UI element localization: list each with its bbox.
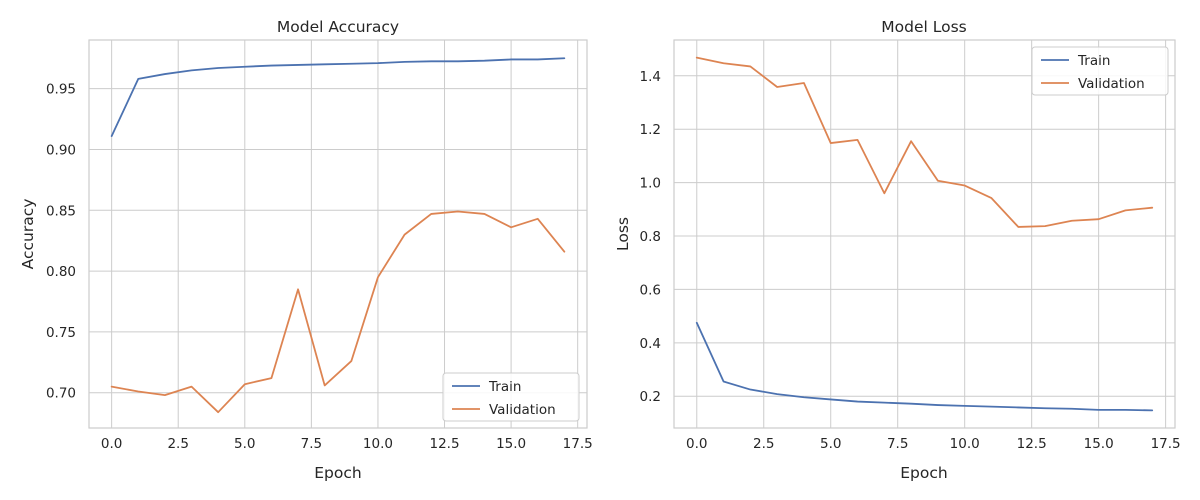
loss-x-tick-label: 7.5: [887, 436, 908, 452]
accuracy-x-tick-label: 0.0: [101, 436, 122, 452]
loss-y-tick-label: 0.4: [640, 336, 661, 352]
loss-x-axis-label: Epoch: [900, 464, 947, 482]
accuracy-y-axis-label: Accuracy: [19, 199, 37, 270]
accuracy-legend-train-label: Train: [488, 379, 521, 395]
accuracy-chart-title: Model Accuracy: [277, 18, 399, 36]
loss-legend-validation-label: Validation: [1078, 76, 1145, 92]
accuracy-legend: Train Validation: [442, 372, 580, 422]
loss-tick-labels: 0.0 2.5 5.0 7.5 10.0 12.5 15.0 17.5 0.2 0.4 0.6 0.8…: [640, 69, 1181, 452]
loss-chart: 0.0 2.5 5.0 7.5 10.0 12.5 15.0 17.5 0.2 0.4 0.6 0.8…: [614, 18, 1181, 482]
accuracy-validation-line: [110, 210, 566, 414]
loss-legend-train-label: Train: [1077, 53, 1110, 69]
loss-x-tick-label: 17.5: [1151, 436, 1181, 452]
loss-chart-title: Model Loss: [881, 18, 966, 36]
accuracy-x-tick-label: 17.5: [563, 436, 593, 452]
loss-y-tick-label: 1.4: [640, 69, 661, 85]
loss-series-layer: [695, 56, 1154, 412]
accuracy-x-axis-label: Epoch: [314, 464, 361, 482]
loss-y-tick-label: 0.6: [640, 282, 661, 298]
loss-y-axis-label: Loss: [614, 217, 632, 251]
accuracy-x-tick-label: 7.5: [301, 436, 322, 452]
loss-plot-frame: [673, 39, 1176, 429]
loss-x-tick-label: 0.0: [686, 436, 707, 452]
accuracy-x-tick-label: 2.5: [167, 436, 188, 452]
accuracy-x-tick-label: 15.0: [496, 436, 526, 452]
loss-x-tick-label: 15.0: [1084, 436, 1114, 452]
loss-validation-line: [695, 56, 1154, 228]
loss-train-line: [695, 321, 1154, 412]
loss-x-tick-label: 12.5: [1017, 436, 1047, 452]
accuracy-gridlines: [89, 40, 587, 428]
accuracy-y-tick-label: 0.70: [46, 386, 76, 402]
accuracy-y-tick-label: 0.95: [46, 82, 76, 98]
accuracy-series-layer: [110, 57, 566, 414]
loss-y-tick-label: 1.2: [640, 122, 661, 138]
loss-x-tick-label: 10.0: [950, 436, 980, 452]
accuracy-train-line: [110, 57, 566, 137]
accuracy-y-tick-label: 0.75: [46, 325, 76, 341]
loss-y-tick-label: 1.0: [640, 176, 661, 192]
loss-y-tick-label: 0.2: [640, 389, 661, 405]
loss-y-tick-label: 0.8: [640, 229, 661, 245]
accuracy-y-tick-label: 0.90: [46, 142, 76, 158]
accuracy-tick-labels: 0.0 2.5 5.0 7.5 10.0 12.5 15.0 17.5 0.70 0.75 0.80…: [46, 82, 593, 452]
loss-x-tick-label: 2.5: [753, 436, 774, 452]
accuracy-y-tick-label: 0.80: [46, 264, 76, 280]
accuracy-plot-frame: [88, 39, 588, 429]
loss-x-tick-label: 5.0: [820, 436, 841, 452]
accuracy-x-tick-label: 10.0: [363, 436, 393, 452]
accuracy-chart: 0.0 2.5 5.0 7.5 10.0 12.5 15.0 17.5 0.70 0.75 0.80…: [19, 18, 593, 482]
accuracy-legend-validation-label: Validation: [489, 402, 556, 418]
accuracy-x-tick-label: 5.0: [234, 436, 255, 452]
accuracy-x-tick-label: 12.5: [429, 436, 459, 452]
loss-legend: Train Validation: [1031, 46, 1169, 96]
accuracy-y-tick-label: 0.85: [46, 203, 76, 219]
loss-gridlines: [674, 40, 1175, 428]
